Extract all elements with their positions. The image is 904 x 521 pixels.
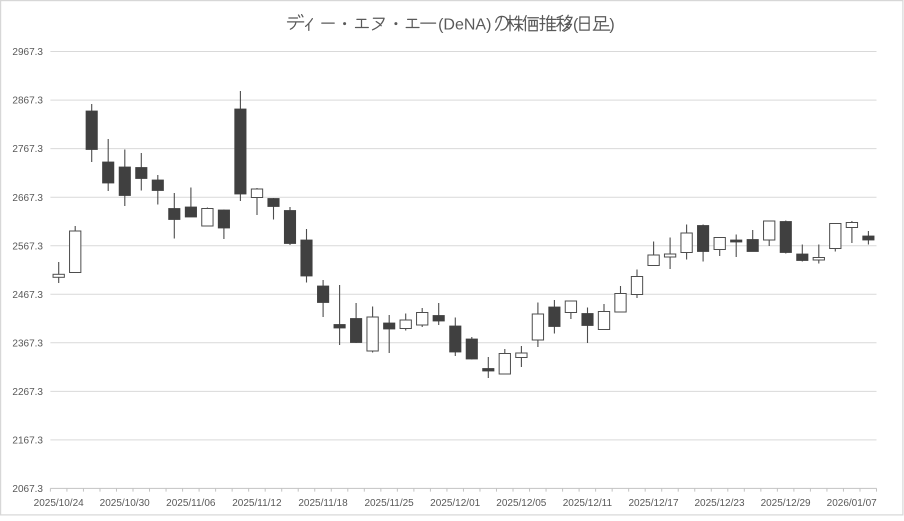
svg-text:2267.3: 2267.3: [12, 387, 43, 398]
svg-text:2367.3: 2367.3: [12, 338, 43, 349]
svg-text:2025/12/05: 2025/12/05: [496, 498, 546, 509]
svg-text:2167.3: 2167.3: [12, 436, 43, 447]
svg-text:2025/12/17: 2025/12/17: [628, 498, 678, 509]
svg-text:(: (: [573, 16, 579, 33]
svg-text:2025/12/11: 2025/12/11: [563, 498, 613, 509]
svg-text:2025/11/18: 2025/11/18: [298, 498, 348, 509]
svg-text:2025/12/01: 2025/12/01: [430, 498, 480, 509]
svg-text:2025/11/06: 2025/11/06: [166, 498, 216, 509]
svg-text:2567.3: 2567.3: [12, 241, 43, 252]
svg-text:2867.3: 2867.3: [12, 96, 43, 107]
svg-text:2026/01/07: 2026/01/07: [827, 498, 877, 509]
svg-text:2067.3: 2067.3: [12, 484, 43, 495]
svg-text:2025/10/30: 2025/10/30: [100, 498, 150, 509]
svg-text:2025/11/25: 2025/11/25: [364, 498, 414, 509]
svg-text:2025/10/24: 2025/10/24: [34, 498, 84, 509]
svg-text:2025/12/29: 2025/12/29: [761, 498, 811, 509]
svg-text:2025/12/23: 2025/12/23: [694, 498, 744, 509]
svg-text:2667.3: 2667.3: [12, 193, 43, 204]
svg-text:(DeNA): (DeNA): [438, 16, 491, 33]
svg-text:): ): [609, 16, 614, 33]
svg-text:2025/11/12: 2025/11/12: [232, 498, 282, 509]
svg-text:2767.3: 2767.3: [12, 144, 43, 155]
svg-text:2967.3: 2967.3: [12, 47, 43, 58]
svg-text:2467.3: 2467.3: [12, 290, 43, 301]
